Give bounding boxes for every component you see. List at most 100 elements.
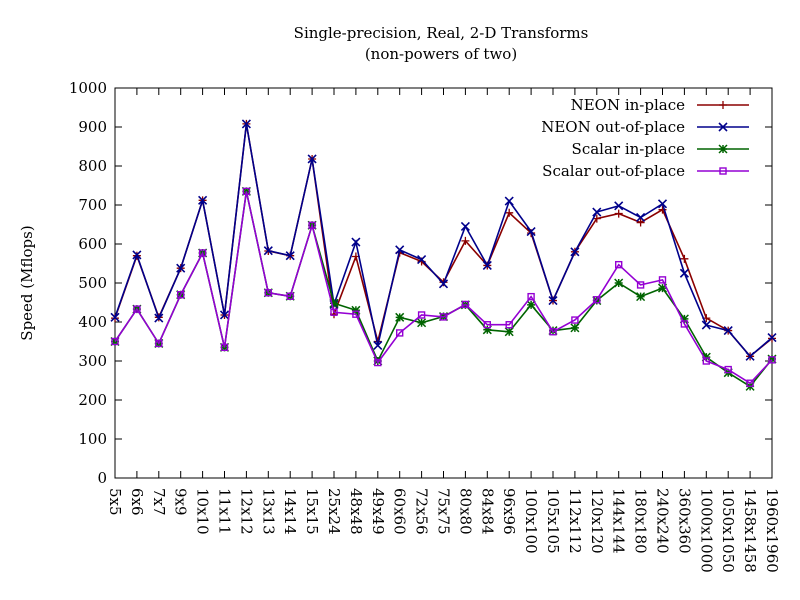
data-point: [657, 199, 668, 209]
x-tick-label: 72x56: [413, 488, 431, 535]
data-point: [527, 292, 535, 301]
data-point: [657, 283, 668, 293]
data-point: [614, 278, 624, 288]
y-tick-label: 700: [78, 196, 107, 214]
data-point: [417, 311, 426, 319]
chart-title: Single-precision, Real, 2-D Transforms: [294, 24, 589, 42]
x-tick-label: 13x13: [259, 488, 277, 535]
data-point: [111, 337, 119, 346]
data-point: [132, 250, 142, 260]
series-3: [111, 187, 776, 387]
data-point: [351, 305, 361, 315]
x-tick-label: 240x240: [654, 488, 672, 554]
data-point: [351, 237, 361, 247]
data-point: [330, 308, 338, 316]
data-point: [680, 320, 689, 328]
x-tick-label: 10x10: [194, 488, 212, 535]
data-point: [439, 313, 448, 321]
x-tick-label: 7x7: [150, 488, 168, 516]
legend-item: Scalar out-of-place: [542, 162, 749, 180]
data-point: [701, 320, 711, 330]
x-tick-label: 25x24: [325, 488, 343, 535]
data-point: [505, 208, 514, 217]
data-point: [395, 245, 405, 255]
data-point: [133, 305, 141, 313]
data-point: [461, 300, 470, 309]
legend-label: NEON in-place: [571, 96, 686, 114]
data-point: [505, 321, 513, 329]
data-point: [702, 357, 710, 365]
series-1: [110, 119, 777, 361]
data-point: [198, 195, 208, 205]
y-tick-label: 100: [78, 430, 107, 448]
y-tick-label: 500: [78, 274, 107, 292]
data-point: [724, 365, 732, 374]
x-tick-label: 15x15: [303, 488, 321, 535]
data-point: [396, 329, 404, 337]
data-point: [482, 260, 492, 271]
data-point: [746, 379, 754, 387]
x-tick-label: 11x11: [216, 488, 234, 535]
legend-item: NEON in-place: [571, 96, 749, 114]
data-point: [504, 196, 514, 206]
y-tick-label: 600: [78, 235, 107, 253]
data-point: [571, 316, 579, 324]
data-point: [636, 292, 646, 302]
data-point: [615, 260, 623, 269]
data-point: [679, 314, 689, 324]
y-tick-label: 400: [78, 313, 107, 331]
legend-marker: [719, 101, 727, 109]
x-tick-label: 1000x1000: [697, 488, 715, 573]
x-tick-label: 96x96: [500, 488, 518, 535]
data-point: [352, 310, 360, 318]
x-tick-label: 120x120: [588, 488, 606, 554]
data-point: [636, 281, 645, 289]
x-tick-label: 360x360: [675, 488, 693, 554]
data-point: [549, 328, 557, 336]
data-point: [483, 321, 491, 329]
data-point: [723, 326, 733, 336]
data-point: [570, 247, 580, 257]
legend-item: Scalar in-place: [572, 140, 749, 158]
legend: NEON in-place NEON out-of-place Scalar in-…: [541, 96, 749, 180]
x-tick-label: 75x75: [435, 488, 453, 535]
x-tick-label: 144x144: [610, 488, 628, 554]
x-tick-label: 9x9: [172, 488, 190, 516]
series-layer: [110, 119, 777, 391]
data-point: [658, 276, 667, 284]
data-point: [592, 214, 601, 223]
x-axis: 5x5 6x6 7x7 9x9 10x10 11x11 12x12 13x13 14x14 15x…: [106, 88, 781, 573]
data-point: [155, 339, 163, 348]
legend-marker: [718, 122, 728, 132]
data-point: [198, 249, 207, 257]
data-point: [679, 268, 689, 278]
data-point: [767, 333, 777, 343]
data-point: [614, 209, 623, 218]
series-line: [114, 191, 773, 388]
x-tick-label: 49x49: [369, 488, 387, 535]
x-tick-label: 105x105: [544, 488, 562, 554]
y-tick-label: 200: [78, 391, 107, 409]
data-point: [110, 312, 120, 322]
data-point: [636, 212, 646, 223]
data-point: [307, 154, 317, 164]
x-tick-label: 12x12: [237, 488, 255, 535]
data-point: [374, 358, 382, 367]
legend-item: NEON out-of-place: [541, 118, 749, 136]
legend-marker: [719, 167, 727, 175]
data-point: [482, 325, 492, 335]
series-line: [114, 123, 773, 358]
data-point: [745, 351, 755, 361]
x-tick-label: 60x60: [391, 488, 409, 535]
data-point: [614, 201, 624, 211]
data-point: [286, 292, 294, 300]
data-point: [395, 312, 405, 322]
data-point: [373, 340, 383, 350]
data-point: [219, 310, 230, 320]
data-point: [680, 254, 689, 263]
data-point: [220, 343, 229, 352]
x-tick-label: 1458x1458: [741, 488, 759, 573]
y-tick-label: 0: [97, 469, 107, 487]
data-point: [417, 318, 427, 328]
data-point: [154, 313, 164, 323]
